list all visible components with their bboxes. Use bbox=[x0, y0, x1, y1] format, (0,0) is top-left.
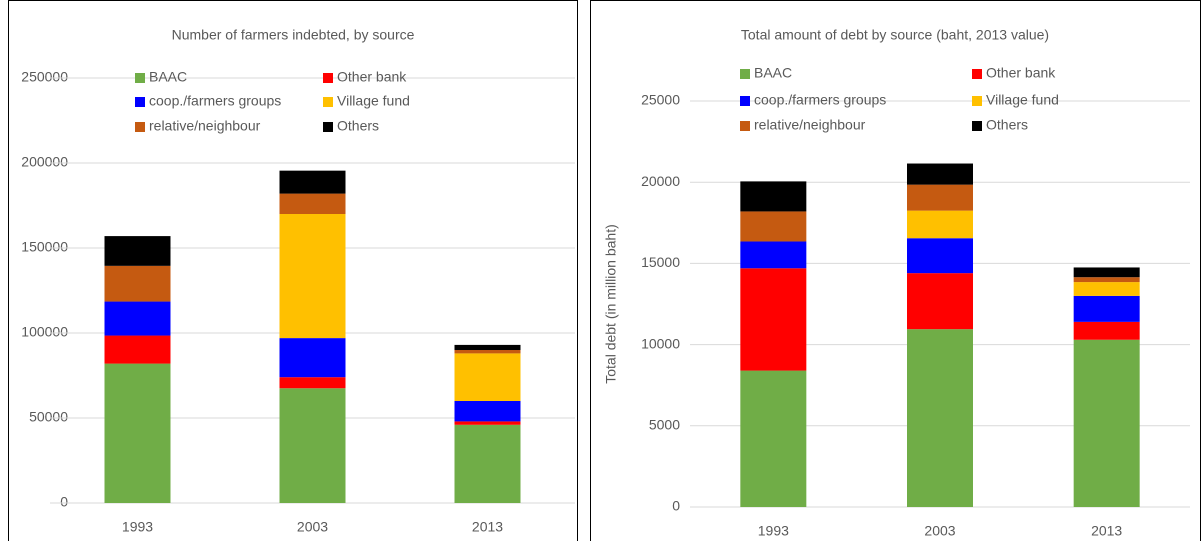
bar-segment bbox=[279, 388, 346, 503]
y-tick-label: 20000 bbox=[641, 173, 680, 189]
x-tick-label: 2003 bbox=[924, 523, 955, 539]
bar-segment bbox=[1073, 321, 1140, 340]
bar-segment bbox=[454, 353, 521, 401]
bar-segment bbox=[104, 301, 171, 336]
legend-label: BAAC bbox=[149, 69, 187, 85]
bar-segment bbox=[454, 350, 521, 354]
bar-segment bbox=[907, 210, 973, 239]
bar-segment bbox=[1073, 339, 1140, 507]
legend-swatch bbox=[740, 96, 750, 106]
bar-segment bbox=[740, 241, 807, 269]
y-tick-label: 0 bbox=[60, 494, 68, 510]
bar-segment bbox=[454, 401, 521, 422]
bar-segment bbox=[279, 377, 346, 389]
legend-swatch bbox=[323, 73, 333, 83]
legend-swatch bbox=[323, 97, 333, 107]
legend-label: relative/neighbour bbox=[149, 118, 261, 134]
legend-label: Village fund bbox=[337, 93, 410, 109]
legend-label: Village fund bbox=[986, 92, 1059, 108]
legend-label: Other bank bbox=[337, 69, 407, 85]
bar-segment bbox=[454, 344, 521, 350]
bar-segment bbox=[104, 265, 171, 302]
panel-border bbox=[590, 0, 1201, 546]
bar-segment bbox=[1073, 282, 1140, 296]
x-tick-label: 2003 bbox=[297, 519, 328, 535]
bar-segment bbox=[1073, 267, 1140, 278]
bar-segment bbox=[454, 421, 521, 425]
bar-segment bbox=[740, 181, 807, 212]
bar-segment bbox=[279, 170, 346, 194]
bar-segment bbox=[1073, 277, 1140, 283]
legend-swatch bbox=[740, 121, 750, 131]
legend-label: Others bbox=[986, 117, 1028, 133]
y-tick-label: 10000 bbox=[641, 335, 680, 351]
bar-segment bbox=[907, 238, 973, 274]
bar-segment bbox=[740, 211, 807, 242]
y-tick-label: 100000 bbox=[21, 324, 68, 340]
y-tick-label: 150000 bbox=[21, 239, 68, 255]
legend-label: coop./farmers groups bbox=[754, 92, 886, 108]
legend-label: coop./farmers groups bbox=[149, 93, 281, 109]
legend-swatch bbox=[323, 122, 333, 132]
y-tick-label: 250000 bbox=[21, 69, 68, 85]
bar-segment bbox=[907, 273, 973, 330]
chart-title: Number of farmers indebted, by source bbox=[172, 27, 415, 43]
legend-label: Other bank bbox=[986, 65, 1056, 81]
legend-swatch bbox=[135, 97, 145, 107]
bar-segment bbox=[1073, 295, 1140, 322]
legend-swatch bbox=[135, 122, 145, 132]
bar-segment bbox=[279, 214, 346, 339]
bar-segment bbox=[740, 370, 807, 507]
chart-title: Total amount of debt by source (baht, 20… bbox=[741, 27, 1049, 43]
legend-swatch bbox=[972, 69, 982, 79]
x-tick-label: 1993 bbox=[122, 519, 153, 535]
y-tick-label: 5000 bbox=[649, 417, 680, 433]
bar-segment bbox=[907, 184, 973, 211]
x-tick-label: 2013 bbox=[1091, 523, 1122, 539]
x-tick-label: 1993 bbox=[758, 523, 789, 539]
legend-swatch bbox=[740, 69, 750, 79]
y-axis-label: Total debt (in million baht) bbox=[603, 224, 619, 384]
bar-segment bbox=[907, 329, 973, 507]
legend-swatch bbox=[972, 121, 982, 131]
legend-swatch bbox=[972, 96, 982, 106]
bar-segment bbox=[740, 268, 807, 371]
bar-segment bbox=[454, 424, 521, 503]
bar-segment bbox=[279, 338, 346, 378]
bar-segment bbox=[279, 193, 346, 214]
y-tick-label: 200000 bbox=[21, 154, 68, 170]
legend-swatch bbox=[135, 73, 145, 83]
legend-label: BAAC bbox=[754, 65, 792, 81]
y-tick-label: 15000 bbox=[641, 254, 680, 270]
legend-label: Others bbox=[337, 118, 379, 134]
panel-border bbox=[8, 0, 578, 546]
y-tick-label: 0 bbox=[672, 498, 680, 514]
x-tick-label: 2013 bbox=[472, 519, 503, 535]
bar-segment bbox=[104, 335, 171, 364]
y-tick-label: 25000 bbox=[641, 92, 680, 108]
bar-segment bbox=[907, 163, 973, 185]
legend-label: relative/neighbour bbox=[754, 117, 866, 133]
y-tick-label: 50000 bbox=[29, 409, 68, 425]
bar-segment bbox=[104, 236, 171, 266]
bar-segment bbox=[104, 363, 171, 503]
